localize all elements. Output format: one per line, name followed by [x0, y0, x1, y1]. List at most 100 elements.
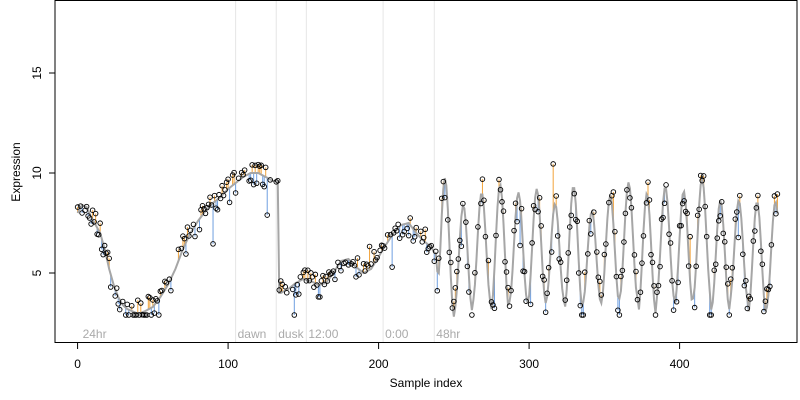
sample-point	[407, 215, 413, 221]
sample-point	[399, 231, 406, 238]
sample-point	[458, 243, 465, 249]
sample-point	[529, 240, 535, 246]
sample-point	[92, 210, 99, 217]
sample-point	[643, 200, 650, 206]
sample-point	[482, 233, 489, 240]
sample-point	[586, 217, 593, 224]
sample-point	[199, 203, 206, 209]
sample-point	[505, 284, 511, 291]
sample-point	[732, 216, 739, 222]
sample-point	[582, 269, 588, 275]
sample-point	[545, 264, 552, 271]
sample-point	[491, 305, 498, 312]
sample-point	[293, 292, 299, 298]
sample-point	[585, 251, 591, 257]
sample-point	[737, 192, 743, 199]
sample-point	[725, 281, 731, 287]
sample-point	[389, 264, 395, 270]
sample-point	[303, 278, 310, 284]
sample-point	[594, 249, 600, 255]
sample-point	[192, 233, 198, 240]
sample-point	[610, 189, 617, 195]
sample-point	[655, 282, 662, 289]
sample-point	[107, 284, 114, 290]
x-tick-label: 300	[519, 357, 539, 371]
sample-point	[670, 307, 677, 313]
y-tick-label: 15	[30, 66, 44, 80]
sample-point	[318, 278, 325, 284]
sample-point	[321, 281, 328, 288]
sample-point	[95, 231, 102, 238]
sample-point	[493, 232, 499, 239]
sample-point	[253, 180, 260, 187]
sample-point	[557, 259, 564, 265]
sample-point	[356, 272, 362, 278]
sample-point	[696, 206, 702, 213]
sample-point	[523, 298, 529, 304]
sample-point	[338, 267, 344, 274]
sample-point	[645, 179, 651, 185]
sample-point	[231, 169, 237, 176]
sample-point	[694, 212, 701, 219]
sample-point	[527, 301, 534, 308]
sample-point	[387, 231, 394, 238]
sample-point	[455, 256, 462, 262]
sample-point	[278, 278, 284, 284]
y-axis: 5 10 15	[30, 66, 55, 276]
sample-point	[332, 276, 338, 283]
sample-point	[371, 248, 377, 255]
sample-point	[445, 217, 451, 223]
sample-point	[700, 173, 707, 179]
sample-point	[703, 233, 710, 240]
sample-point	[598, 292, 605, 298]
sample-point	[588, 231, 594, 237]
sample-point	[729, 265, 736, 271]
sample-point	[687, 233, 693, 240]
sample-point	[411, 234, 418, 240]
sample-point	[511, 227, 517, 234]
sample-point	[273, 179, 280, 185]
sample-point	[767, 283, 773, 290]
sample-point	[284, 289, 290, 296]
sample-point	[606, 199, 612, 206]
sample-point	[98, 246, 105, 253]
sample-point	[765, 286, 772, 293]
sample-point	[205, 201, 212, 208]
sample-point	[693, 263, 699, 270]
sample-point	[740, 251, 746, 257]
sample-point	[267, 177, 273, 183]
sample-point	[433, 248, 439, 255]
sample-point	[744, 305, 751, 312]
sample-point	[684, 210, 690, 217]
sample-point	[728, 276, 734, 282]
sample-point	[86, 215, 93, 221]
sample-point	[773, 210, 779, 217]
sample-point	[565, 250, 571, 256]
sample-point	[213, 205, 219, 211]
sample-point	[222, 187, 228, 193]
sample-point	[615, 307, 621, 313]
sample-point	[446, 249, 453, 256]
sample-point	[774, 191, 781, 197]
sample-point	[451, 298, 457, 305]
sample-point	[457, 237, 463, 244]
sample-point	[354, 255, 361, 261]
sample-point	[508, 287, 514, 294]
sample-point	[154, 298, 161, 304]
sample-point	[204, 204, 210, 211]
sample-point	[663, 182, 669, 188]
sample-point	[166, 276, 173, 282]
sample-point	[573, 216, 579, 223]
sample-point	[715, 218, 722, 224]
y-axis-title: Expression	[9, 142, 23, 201]
sample-point	[478, 200, 484, 207]
point-layer	[74, 161, 781, 318]
sample-point	[661, 200, 668, 207]
sample-point	[156, 312, 162, 318]
sample-point	[544, 290, 550, 297]
sample-point	[624, 187, 630, 193]
sample-point	[622, 210, 629, 217]
sample-point	[556, 256, 562, 262]
sample-point	[711, 267, 717, 274]
sample-point	[734, 209, 740, 215]
